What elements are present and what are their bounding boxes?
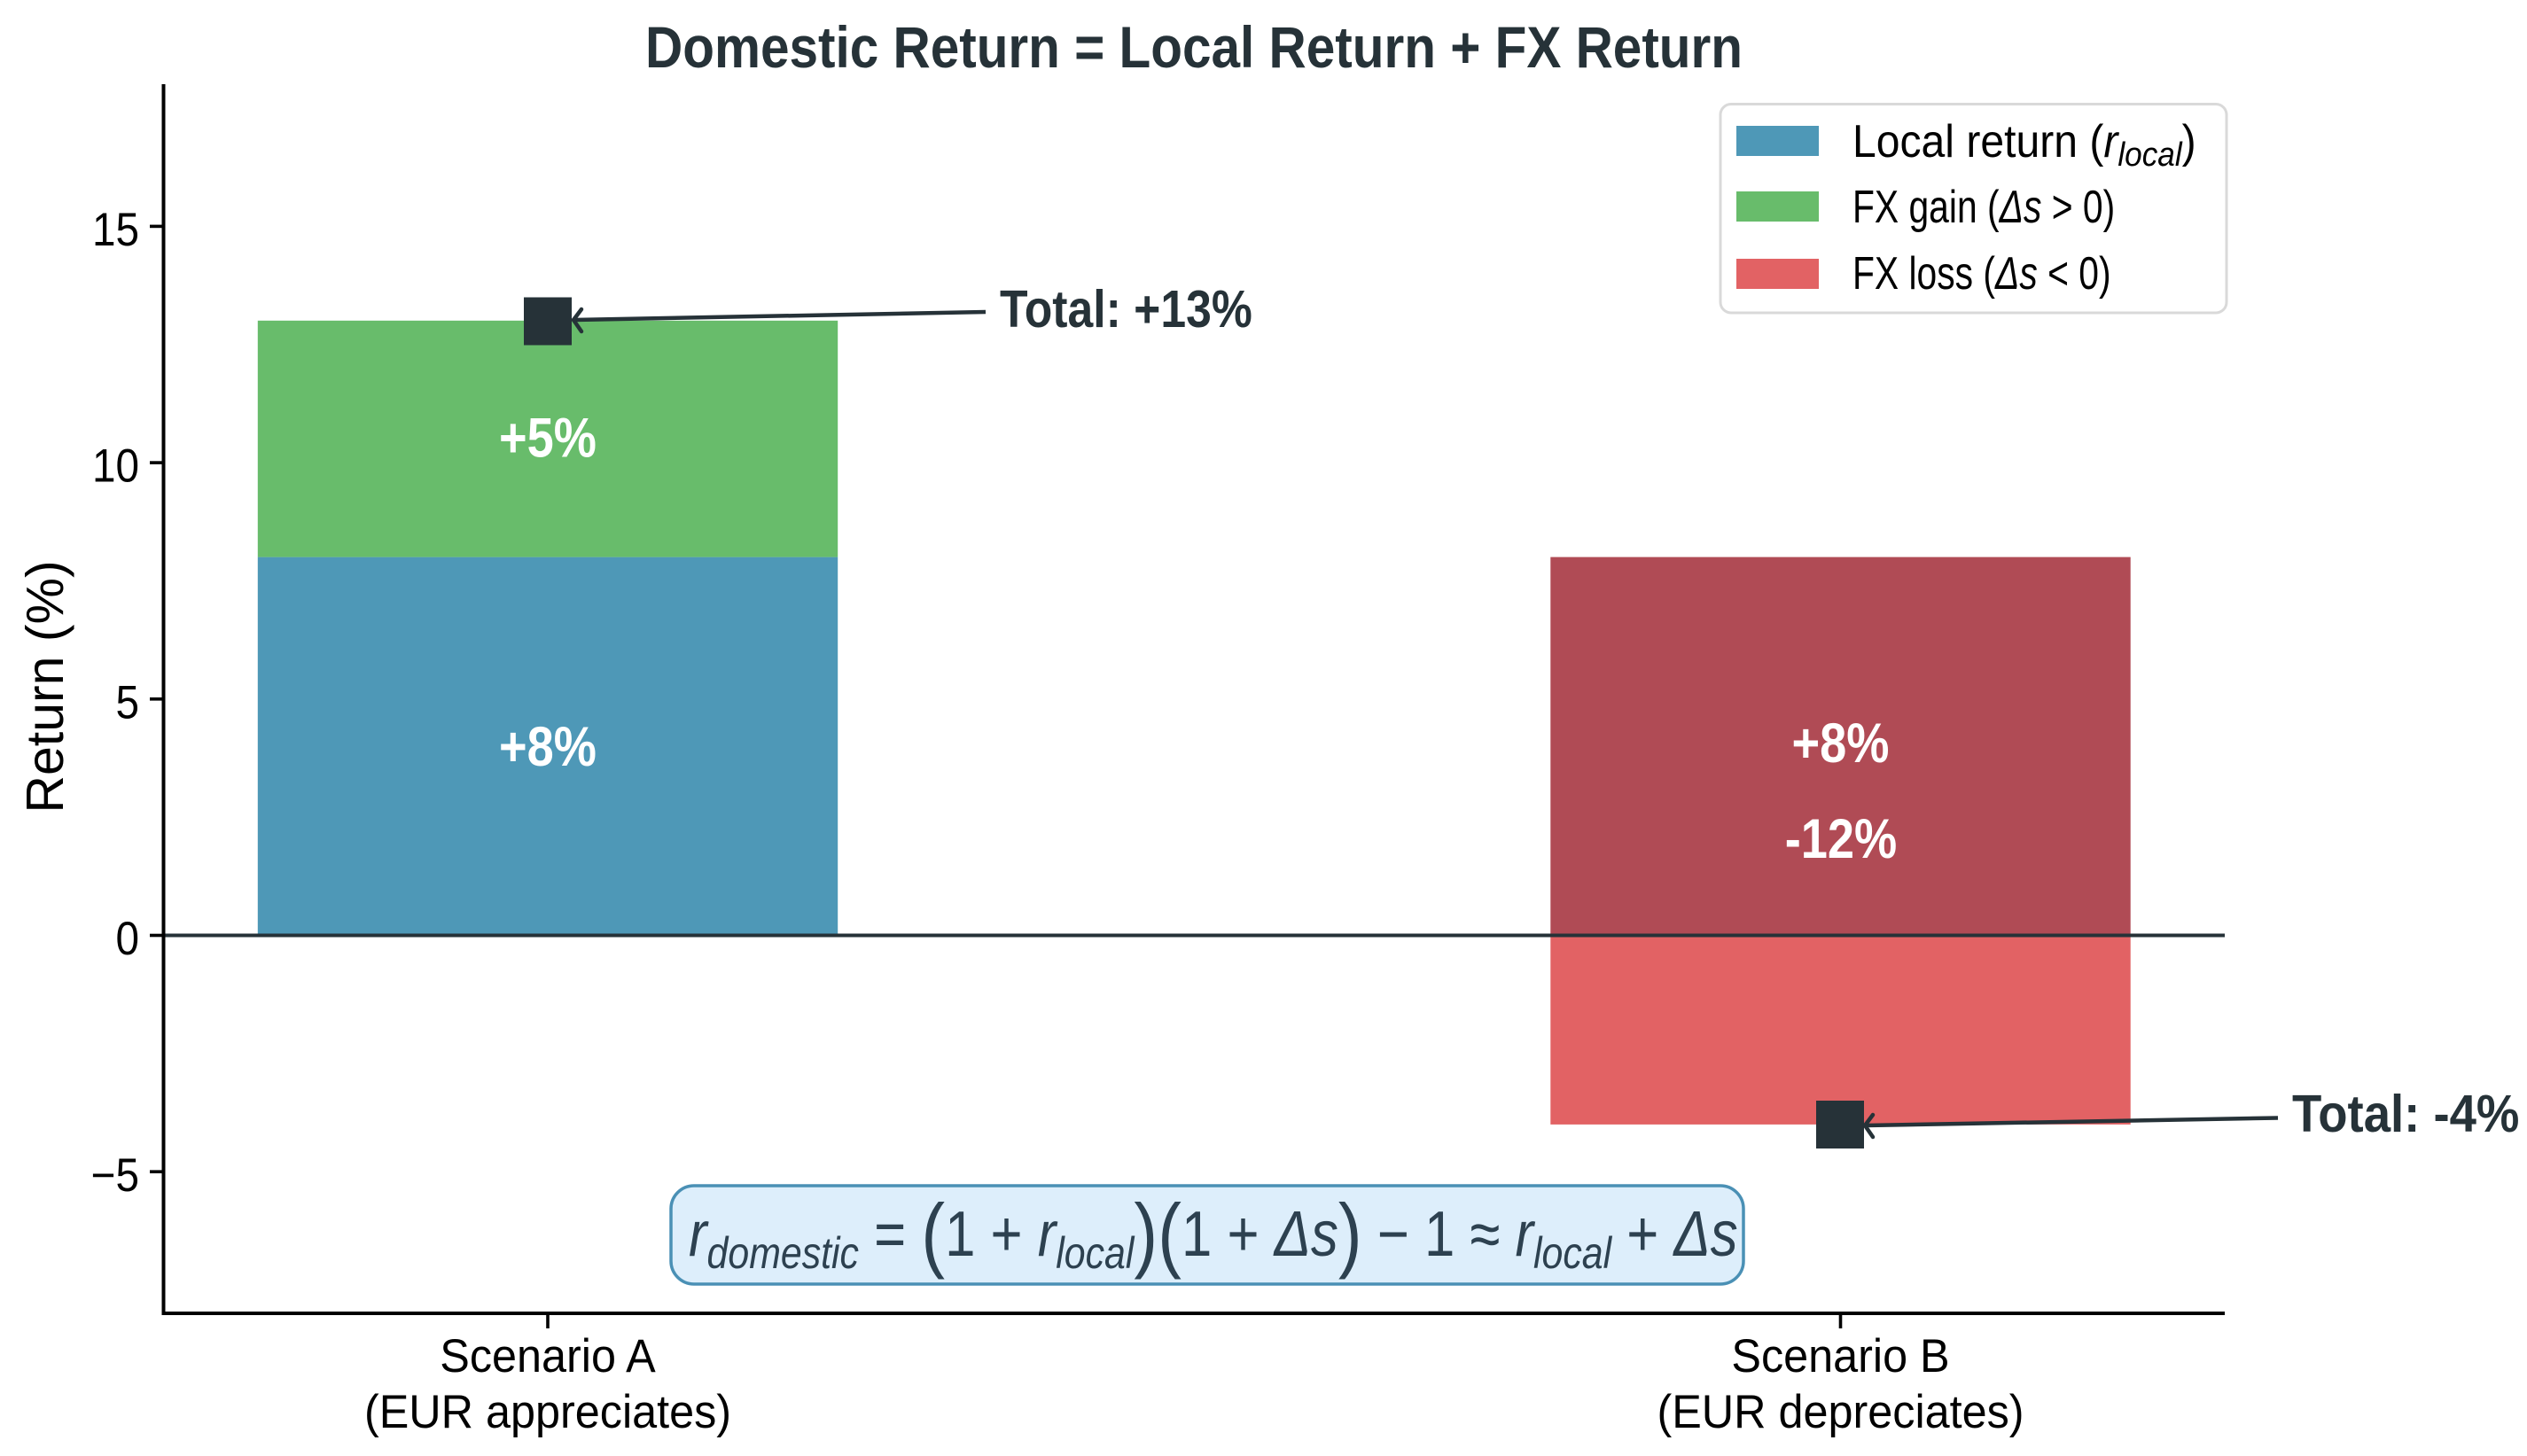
svg-text:10: 10 [92, 439, 139, 492]
svg-text:−5: −5 [91, 1148, 139, 1201]
svg-text:-12%: -12% [1785, 808, 1897, 870]
svg-text:(EUR depreciates): (EUR depreciates) [1657, 1385, 2024, 1437]
svg-text:+8%: +8% [499, 716, 597, 778]
svg-text:Domestic Return = Local Return: Domestic Return = Local Return + FX Retu… [645, 14, 1743, 80]
svg-text:5: 5 [115, 675, 139, 728]
svg-text:Total: +13%: Total: +13% [1000, 280, 1252, 339]
svg-text:FX gain (Δs > 0): FX gain (Δs > 0) [1852, 181, 2115, 232]
svg-text:Scenario B: Scenario B [1731, 1329, 1949, 1382]
svg-text:Total: -4%: Total: -4% [2292, 1086, 2519, 1143]
svg-text:Return (%): Return (%) [16, 560, 74, 813]
svg-text:rdomestic = (1 + rlocal)(1 + Δ: rdomestic = (1 + rlocal)(1 + Δs) − 1 ≈ r… [689, 1187, 1738, 1280]
svg-text:(EUR appreciates): (EUR appreciates) [364, 1385, 731, 1437]
svg-text:15: 15 [92, 203, 139, 256]
svg-text:FX loss (Δs < 0): FX loss (Δs < 0) [1852, 247, 2111, 299]
svg-text:Scenario A: Scenario A [440, 1329, 656, 1382]
svg-text:+8%: +8% [1792, 712, 1890, 775]
svg-text:0: 0 [115, 912, 139, 965]
svg-text:+5%: +5% [499, 408, 597, 470]
